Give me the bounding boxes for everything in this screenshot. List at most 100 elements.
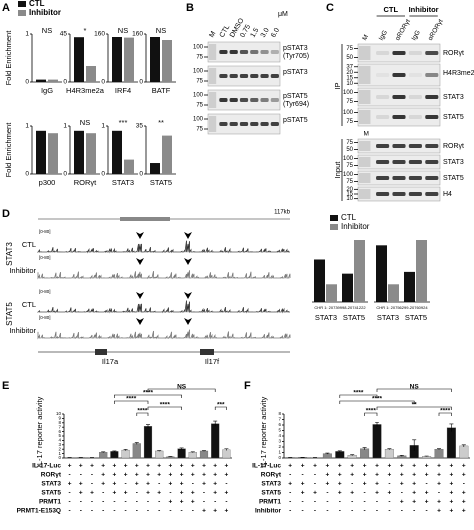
marker-band (359, 141, 371, 151)
y-tick-label: 1 (25, 31, 29, 38)
signal-track (37, 300, 290, 314)
category-label: STAT5 (405, 313, 427, 322)
condition-label: STAT5 (41, 490, 61, 497)
blot-band (425, 176, 439, 180)
condition-sign: + (202, 472, 206, 479)
error-bar (157, 450, 162, 452)
legend-swatch (330, 224, 338, 230)
blot-band (392, 192, 406, 196)
condition-sign: + (213, 481, 217, 488)
condition-sign: - (438, 490, 440, 497)
y-tick-label: 3 (278, 439, 281, 444)
blot-band (392, 144, 406, 148)
group-label: Inhibitor (409, 5, 439, 14)
marker-label: 100 (193, 117, 204, 123)
bar (434, 449, 444, 459)
blot-label: RORγt (443, 143, 464, 150)
y-axis-label: Fold Enrichment (4, 122, 13, 178)
arrowhead (184, 292, 192, 299)
condition-label: PRMT1-E153Q (17, 508, 61, 515)
chart-title: BATF (152, 86, 171, 95)
condition-sign: + (124, 490, 128, 497)
chart-title: H4R3me2a (66, 86, 105, 95)
y-tick-label: 4 (278, 433, 281, 438)
condition-sign: + (326, 463, 330, 470)
condition-sign: + (180, 463, 184, 470)
marker-label: 50 (346, 55, 353, 61)
bar (342, 273, 353, 302)
condition-sign: - (203, 490, 205, 497)
y-tick-label: 1 (58, 451, 61, 456)
blot-band (229, 74, 238, 78)
signal-track (37, 240, 290, 254)
significance-bracket (438, 412, 452, 416)
marker-band (359, 46, 371, 60)
lane-label: 1.5 (250, 27, 261, 39)
condition-sign: - (69, 490, 71, 497)
condition-sign: + (412, 472, 416, 479)
blot-band (250, 50, 259, 54)
error-bar (179, 447, 184, 450)
factor-label: STAT5 (5, 302, 14, 326)
error-bar (350, 454, 355, 456)
gene-label: Il17a (102, 357, 119, 366)
y-tick-label: 45 (60, 31, 68, 38)
condition-sign: + (437, 463, 441, 470)
y-tick-label: 0 (25, 171, 29, 178)
bar (446, 427, 456, 459)
condition-sign: + (301, 490, 305, 497)
arrowhead (136, 258, 144, 265)
condition-sign: - (214, 499, 216, 506)
condition-sign: + (113, 463, 117, 470)
y-tick-label: 1 (278, 450, 281, 455)
condition-sign: + (313, 463, 317, 470)
condition-sign: + (191, 472, 195, 479)
condition-sign: + (425, 463, 429, 470)
marker-label: 75 (346, 163, 353, 169)
significance: **** (372, 396, 383, 403)
significance: * (84, 26, 87, 35)
bar (110, 451, 119, 459)
error-bar (146, 424, 150, 429)
gene-label: Il17f (205, 357, 220, 366)
significance: **** (353, 390, 364, 397)
panel-letter: D (2, 208, 10, 220)
significance: **** (160, 402, 171, 409)
blot-band (392, 95, 406, 99)
condition-sign: - (125, 508, 127, 515)
condition-sign: - (158, 508, 160, 515)
y-tick-label: 8 (278, 411, 281, 416)
condition-sign: + (375, 463, 379, 470)
y-tick-label: 9 (58, 416, 61, 421)
blot-band (392, 73, 406, 77)
condition-sign: + (400, 499, 404, 506)
condition-sign: + (450, 490, 454, 497)
condition-sign: - (125, 481, 127, 488)
significance: **** (366, 408, 377, 415)
arrowhead (184, 258, 192, 265)
condition-sign: - (102, 508, 104, 515)
category-label: STAT3 (315, 313, 337, 322)
condition-sign: + (68, 481, 72, 488)
track-label: CTL (22, 240, 36, 249)
condition-sign: + (350, 472, 354, 479)
bar (322, 453, 332, 459)
y-axis-label: Fold Enrichment (4, 30, 13, 86)
blot-band (408, 73, 422, 77)
condition-sign: + (338, 481, 342, 488)
condition-sign: + (338, 463, 342, 470)
condition-sign: - (351, 499, 353, 506)
arrowhead (136, 318, 144, 325)
chart-title: RORγt (74, 178, 97, 187)
blot-label: (Tyr694) (283, 101, 309, 108)
gene-exon (200, 349, 214, 355)
lane-label: 6.0 (270, 27, 281, 39)
condition-sign: - (113, 499, 115, 506)
condition-sign: + (213, 463, 217, 470)
condition-sign: - (80, 472, 82, 479)
marker-label: 100 (193, 69, 204, 75)
lane-label: M (363, 131, 368, 138)
lane-label: IgG (411, 29, 422, 42)
y-tick-label: 7 (58, 424, 61, 429)
bar (99, 452, 108, 459)
